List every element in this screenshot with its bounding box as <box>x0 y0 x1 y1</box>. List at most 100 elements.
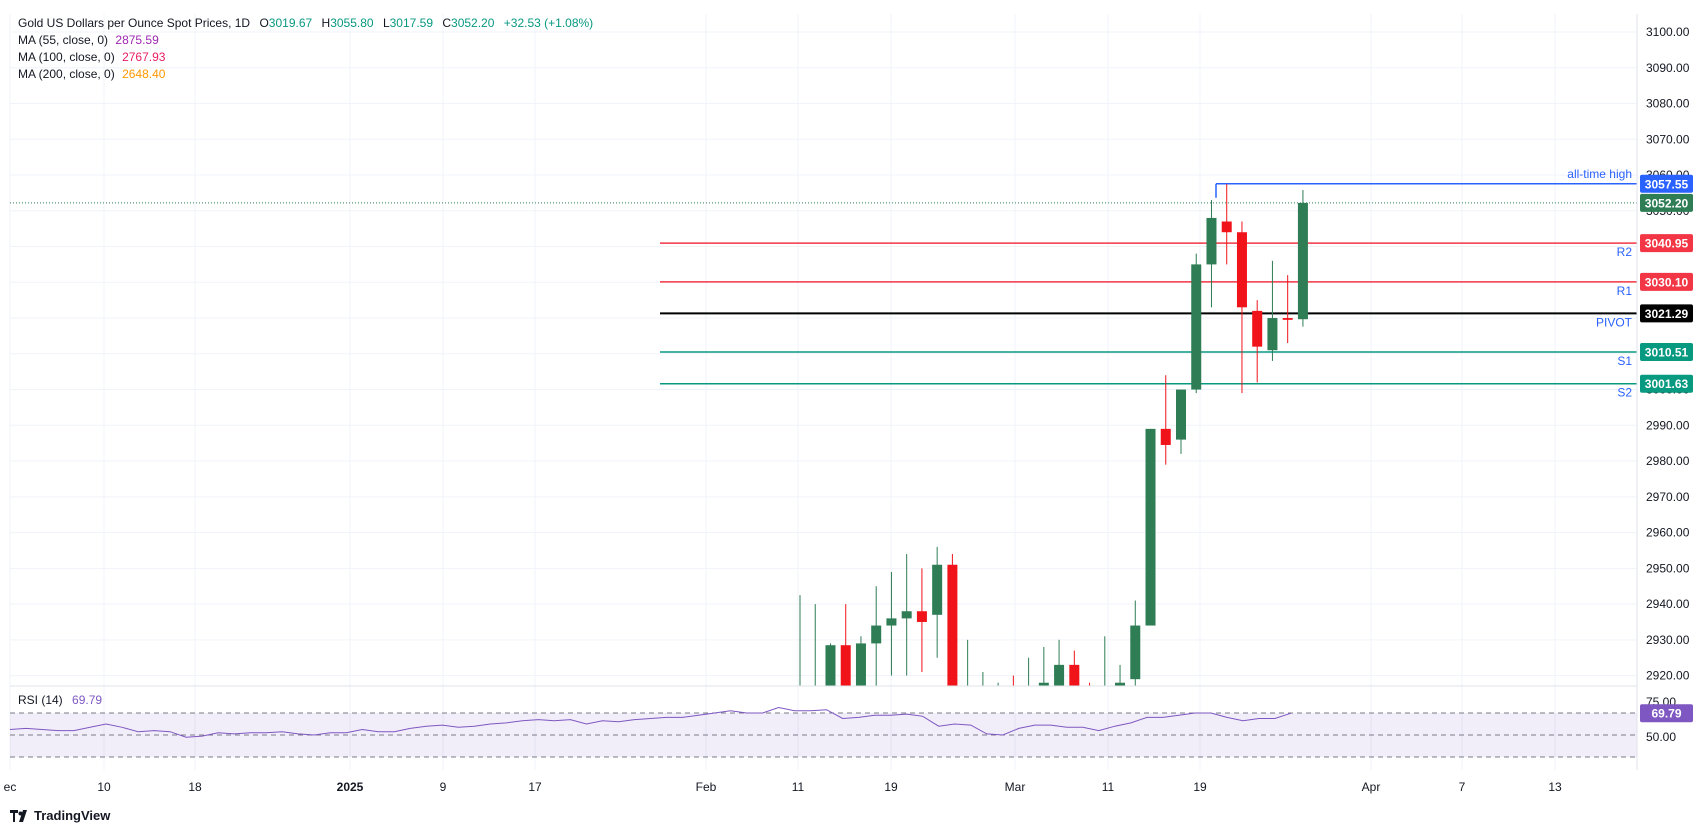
candle-body <box>947 564 958 686</box>
ma55-row[interactable]: MA (55, close, 0) 2875.59 <box>18 32 593 49</box>
candle <box>1221 183 1232 265</box>
candle-body <box>978 690 988 701</box>
x-tick-label: Feb <box>696 780 717 794</box>
candle-body <box>1252 310 1263 347</box>
tradingview-name: TradingView <box>34 808 111 823</box>
candle <box>1145 428 1156 626</box>
y-tick-label: 2940.00 <box>1646 597 1690 611</box>
candle <box>1160 375 1171 465</box>
x-tick-label: 11 <box>792 780 805 794</box>
level-label: S2 <box>1617 386 1632 400</box>
y-tick-label: 2960.00 <box>1646 526 1690 540</box>
candle <box>1236 221 1247 394</box>
price-tags: 3057.55 3040.95 3030.10 3021.29 3010.51 3001.… <box>1640 174 1693 723</box>
candle-body <box>1206 217 1217 265</box>
candle-body <box>1115 682 1126 686</box>
candle <box>1038 646 1049 686</box>
rsi-tick-label: 50.00 <box>1646 730 1676 744</box>
price-tag: 3030.10 <box>1640 272 1693 291</box>
candle <box>1115 664 1126 686</box>
candle <box>886 571 897 676</box>
candle <box>1297 190 1308 327</box>
candle-body <box>840 645 851 686</box>
last-price-tag-bg <box>1640 193 1693 212</box>
x-tick-label: 11 <box>1102 780 1115 794</box>
candle <box>840 604 851 686</box>
y-tick-label: 2970.00 <box>1646 490 1690 504</box>
ath-label: all-time high <box>1567 167 1632 181</box>
candle-body <box>1267 318 1278 351</box>
price-tag-label: 3010.51 <box>1645 345 1689 359</box>
ohlc-open-key: O <box>259 16 269 30</box>
price-change: +32.53 (+1.08%) <box>503 16 594 30</box>
rsi-value-tag: 69.79 <box>1640 704 1693 723</box>
candle-body <box>1054 664 1065 686</box>
y-tick-label: 2920.00 <box>1646 669 1690 683</box>
ma55-label: MA (55, close, 0) <box>18 33 109 47</box>
price-tag: 3057.55 <box>1640 174 1693 193</box>
x-tick-label: Apr <box>1362 780 1381 794</box>
rsi-line <box>9 706 1292 738</box>
candle-body <box>901 611 912 619</box>
ohlc-high-key: H <box>321 16 331 30</box>
tradingview-brand[interactable]: TradingView <box>10 808 110 825</box>
candlesticks <box>799 183 1308 711</box>
y-tick-label: 3100.00 <box>1646 25 1690 39</box>
ma200-row[interactable]: MA (200, close, 0) 2648.40 <box>18 66 593 83</box>
price-tag-label: 3021.29 <box>1645 307 1689 321</box>
x-tick-label: 2025 <box>337 780 364 794</box>
rsi-tag-bg <box>1640 704 1693 723</box>
price-tag-bg <box>1640 342 1693 361</box>
price-tag-label: 3057.55 <box>1645 177 1689 191</box>
candle <box>1069 650 1080 686</box>
candle <box>1191 253 1202 394</box>
candle <box>1267 260 1278 361</box>
candle-body <box>1145 428 1156 626</box>
rsi-label: RSI (14) <box>18 693 63 707</box>
x-tick-label: ec <box>4 780 17 794</box>
y-tick-label: 3080.00 <box>1646 97 1690 111</box>
candle-body <box>1282 318 1293 320</box>
candle <box>1028 657 1030 686</box>
x-tick-label: 17 <box>528 780 542 794</box>
level-label: PIVOT <box>1596 315 1633 329</box>
last-price-tag: 3052.20 <box>1640 193 1693 212</box>
chart-grid <box>9 14 1637 770</box>
rsi-legend[interactable]: RSI (14) 69.79 <box>18 693 102 707</box>
ma200-label: MA (200, close, 0) <box>18 67 115 81</box>
symbol-title[interactable]: Gold US Dollars per Ounce Spot Prices, 1… <box>18 16 251 30</box>
ma100-label: MA (100, close, 0) <box>18 50 115 64</box>
x-tick-label: 7 <box>1459 780 1466 794</box>
candle <box>1054 639 1065 686</box>
time-axis: ec 10 18 2025 9 17 Feb 11 19 Mar 11 19 Apr 7 13 <box>4 780 1562 794</box>
ohlc-low-value: 3017.59 <box>389 16 434 30</box>
candle-body <box>916 611 927 622</box>
legend-panel: Gold US Dollars per Ounce Spot Prices, 1… <box>18 15 593 83</box>
price-tag: 3040.95 <box>1640 234 1693 253</box>
price-tag: 3021.29 <box>1640 304 1693 323</box>
level-label: R2 <box>1617 245 1633 259</box>
symbol-row: Gold US Dollars per Ounce Spot Prices, 1… <box>18 15 593 32</box>
y-tick-label: 3070.00 <box>1646 132 1690 146</box>
candle <box>916 568 927 673</box>
ma100-row[interactable]: MA (100, close, 0) 2767.93 <box>18 49 593 66</box>
x-tick-label: 10 <box>97 780 111 794</box>
candle-body <box>1085 697 1095 711</box>
ohlc-close-key: C <box>442 16 452 30</box>
price-tag: 3010.51 <box>1640 342 1693 361</box>
candle <box>978 672 988 701</box>
pivot-levels: all-time high R2 R1 PIVOT S1 S2 <box>10 167 1637 400</box>
candle <box>947 554 958 686</box>
candle-body <box>1191 264 1202 390</box>
x-tick-label: 19 <box>1193 780 1207 794</box>
candle <box>855 636 866 686</box>
candle-body <box>886 618 897 626</box>
x-tick-label: 9 <box>440 780 447 794</box>
candle <box>1252 300 1263 383</box>
rsi-tag-label: 69.79 <box>1651 707 1681 721</box>
ohlc-open-value: 3019.67 <box>268 16 313 30</box>
price-tag-label: 3030.10 <box>1645 275 1689 289</box>
ohlc-close-value: 3052.20 <box>451 16 495 30</box>
candle-body <box>871 625 882 644</box>
